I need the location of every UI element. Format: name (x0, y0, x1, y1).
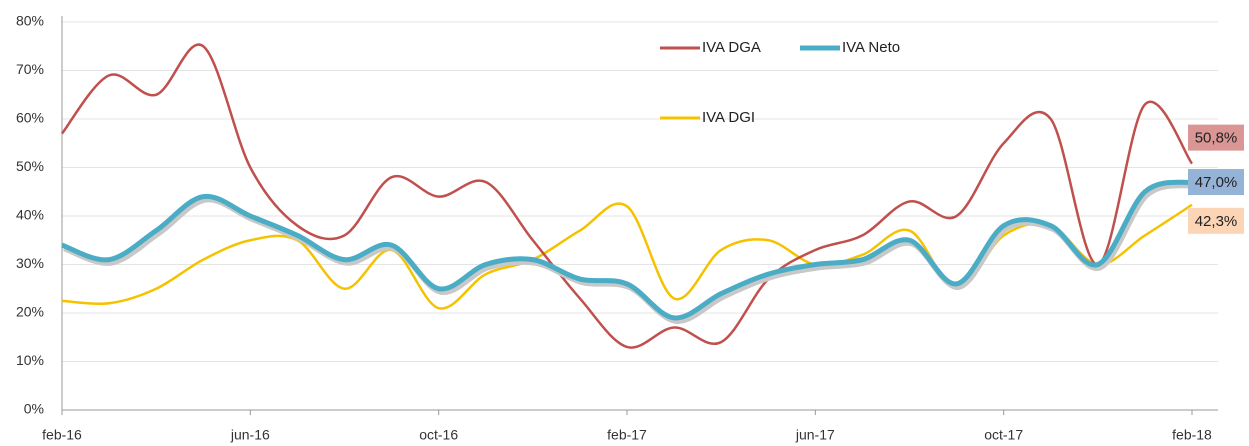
x-tick-label: jun-17 (795, 427, 835, 443)
legend-label: IVA DGA (702, 39, 761, 56)
series-line (61, 202, 1193, 310)
label-box (1188, 207, 1244, 234)
y-tick-label: 20% (16, 304, 44, 320)
y-tick-label: 80% (16, 13, 44, 29)
y-tick-label: 50% (16, 158, 44, 174)
y-tick-label: 0% (24, 401, 44, 417)
series-line (61, 43, 1194, 349)
y-tick-label: 40% (16, 207, 44, 223)
legend-label: IVA DGI (702, 109, 755, 126)
x-tick-label: oct-16 (419, 427, 458, 443)
legend-label: IVA Neto (842, 39, 900, 56)
label-box (1188, 124, 1244, 151)
data-label: 42,3% (1195, 213, 1238, 230)
y-tick-label: 10% (16, 352, 44, 368)
x-tick-label: feb-16 (42, 427, 82, 443)
series-line (61, 179, 1193, 321)
x-tick-label: feb-17 (607, 427, 647, 443)
y-tick-label: 30% (16, 255, 44, 271)
x-tick-label: feb-18 (1172, 427, 1212, 443)
label-box (1188, 169, 1244, 196)
x-tick-label: jun-16 (230, 427, 270, 443)
y-tick-label: 60% (16, 110, 44, 126)
data-label: 50,8% (1195, 130, 1238, 147)
y-tick-label: 70% (16, 61, 44, 77)
data-label: 47,0% (1195, 174, 1238, 191)
x-tick-label: oct-17 (984, 427, 1023, 443)
